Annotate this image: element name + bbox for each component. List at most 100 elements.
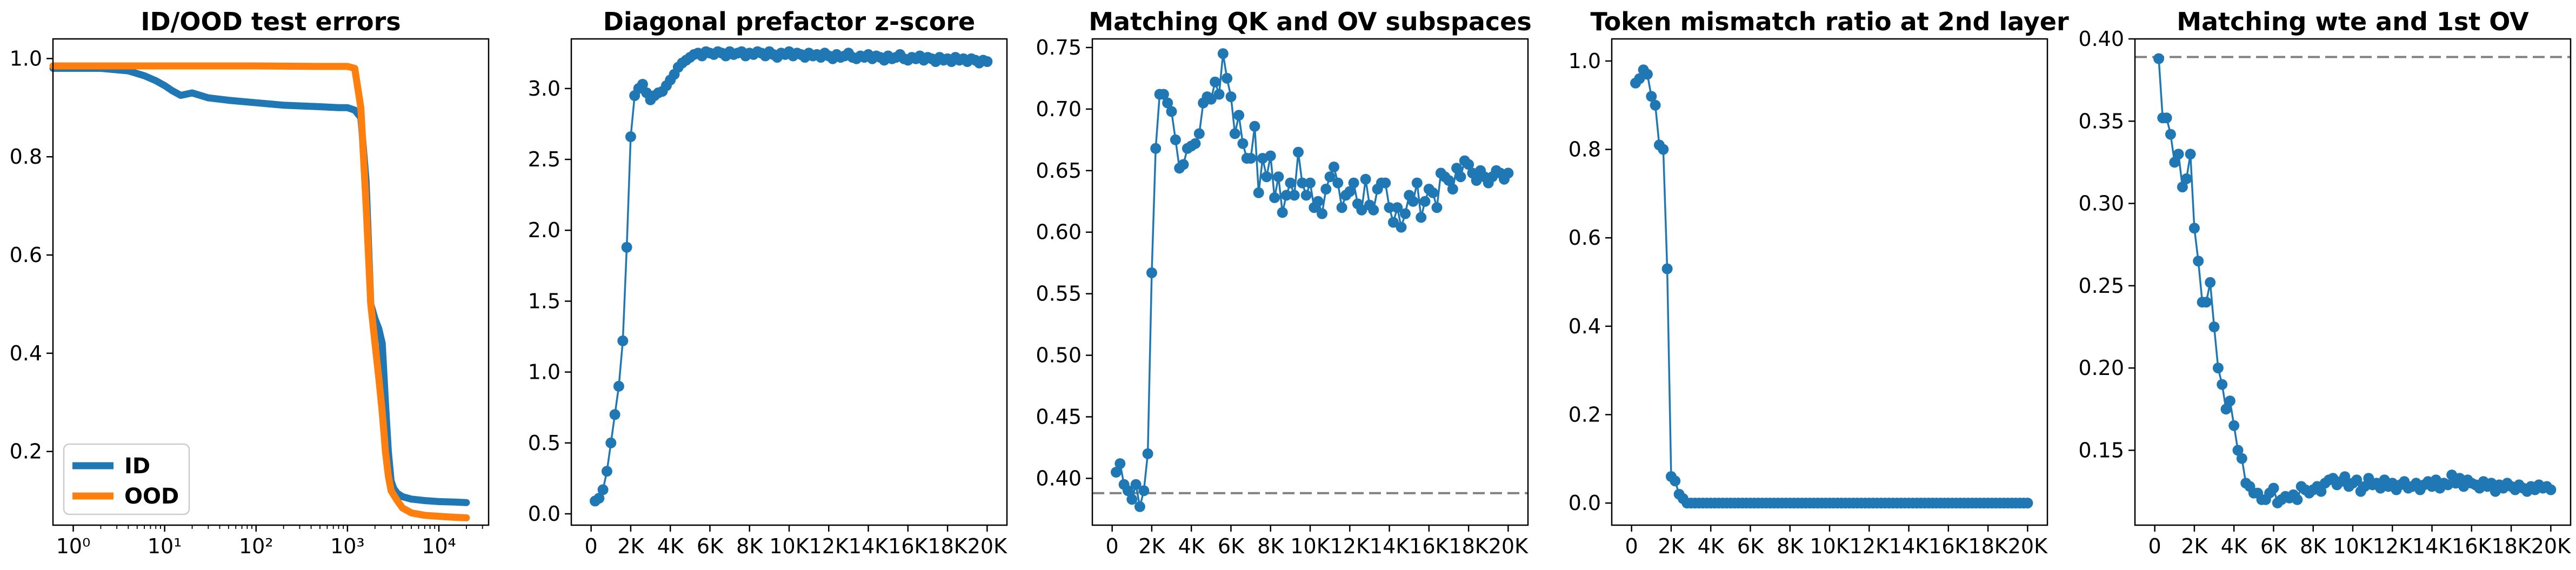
data-point	[1332, 177, 1344, 189]
data-point	[1411, 177, 1423, 189]
data-point	[1312, 196, 1324, 207]
series-line-id	[49, 65, 470, 506]
data-point	[609, 409, 620, 420]
x-tick-label: 10³	[330, 534, 365, 558]
y-tick-label: 1.0	[1569, 49, 1601, 73]
y-tick-label: 0.8	[10, 145, 42, 169]
data-point	[1416, 212, 1427, 223]
x-tick-label: 20K	[2531, 534, 2571, 558]
x-tick-label: 10K	[1290, 534, 1330, 558]
x-tick-label: 6K	[1218, 534, 1245, 558]
x-tick-label: 12K	[809, 534, 849, 558]
data-point	[1451, 163, 1463, 174]
data-point	[1178, 159, 1189, 170]
y-tick-label: 0.25	[2078, 274, 2124, 298]
x-tick-label: 20K	[967, 534, 1007, 558]
y-tick-label: 0.4	[10, 341, 42, 365]
data-point	[2165, 129, 2176, 140]
data-point	[2161, 112, 2172, 124]
data-point	[1384, 202, 1395, 213]
data-point	[1122, 485, 1133, 497]
data-point	[1360, 173, 1371, 185]
data-point	[1261, 171, 1272, 183]
plot-frame	[570, 38, 1008, 526]
data-point	[1661, 263, 1673, 274]
data-point	[1162, 97, 1173, 109]
data-point	[2185, 149, 2196, 160]
y-tick-label: 0.45	[1036, 405, 1082, 428]
data-point	[1670, 475, 1681, 487]
x-tick-label: 8K	[1257, 534, 1284, 558]
chart-title: Diagonal prefactor z-score	[603, 7, 976, 36]
data-point	[1205, 93, 1217, 105]
x-tick-label: 10²	[239, 534, 273, 558]
data-point	[597, 484, 609, 495]
data-point	[1138, 485, 1150, 497]
plot-frame	[2134, 38, 2572, 526]
x-tick-label: 14K	[1370, 534, 1410, 558]
data-point	[1210, 76, 1221, 88]
y-tick-label: 0.40	[1036, 466, 1082, 490]
data-point	[1297, 177, 1308, 189]
data-point	[1193, 128, 1205, 139]
x-tick-label: 2K	[1658, 534, 1685, 558]
data-point	[1463, 159, 1474, 170]
y-tick-label: 0.60	[1036, 220, 1082, 244]
x-tick-label: 16K	[1409, 534, 1449, 558]
x-tick-label: 4K	[2221, 534, 2248, 558]
data-point	[2188, 223, 2200, 234]
legend-label-ood: OOD	[124, 484, 179, 509]
data-point	[613, 380, 624, 392]
x-tick-label: 10K	[1810, 534, 1850, 558]
data-point	[1650, 99, 1661, 111]
y-tick-label: 0.30	[2078, 192, 2124, 216]
data-point	[1130, 479, 1142, 490]
x-tick-label: 2K	[617, 534, 644, 558]
x-tick-label: 10⁴	[422, 534, 456, 558]
chart-panel-4: Token mismatch ratio at 2nd layer 0 2K 4K 6K…	[1569, 7, 2069, 558]
x-tick-label: 0	[585, 534, 598, 558]
x-tick-label: 12K	[2373, 534, 2413, 558]
y-tick-label: 0.6	[1569, 226, 1601, 250]
data-point	[2228, 420, 2240, 431]
data-point	[1249, 120, 1260, 132]
data-point	[1443, 175, 1454, 186]
data-point	[2153, 53, 2164, 64]
data-point	[1115, 458, 1126, 470]
x-tick-label: 2K	[1138, 534, 1165, 558]
data-point	[1344, 186, 1356, 197]
x-tick-label: 10K	[769, 534, 809, 558]
data-point	[637, 79, 648, 90]
data-point	[2224, 395, 2235, 407]
data-point	[2173, 149, 2184, 160]
data-point	[1427, 187, 1439, 198]
plot-frame	[52, 38, 490, 526]
x-tick-label: 6K	[697, 534, 724, 558]
y-tick-label: 2.0	[528, 218, 560, 242]
chart-title: ID/OOD test errors	[141, 7, 401, 36]
x-tick-label: 6K	[2260, 534, 2287, 558]
data-point	[2022, 498, 2033, 509]
y-tick-label: 0.75	[1036, 36, 1082, 59]
x-tick-label: 20K	[1489, 534, 1529, 558]
data-point	[2200, 297, 2212, 308]
data-point	[1213, 89, 1225, 100]
data-point	[1399, 208, 1411, 219]
x-tick-label: 16K	[1928, 534, 1968, 558]
data-point	[1356, 204, 1367, 216]
x-tick-label: 16K	[888, 534, 928, 558]
y-tick-label: 0.2	[10, 440, 42, 464]
x-tick-label: 0	[1106, 534, 1119, 558]
data-point	[2268, 482, 2279, 494]
data-point	[2232, 445, 2244, 456]
data-point	[625, 131, 636, 142]
data-point	[1277, 207, 1288, 218]
plot-frame	[1091, 38, 1529, 526]
x-tick-label: 10⁰	[56, 534, 91, 558]
data-point	[1293, 146, 1304, 158]
data-point	[2205, 277, 2216, 288]
data-point	[1634, 73, 1645, 84]
y-tick-label: 0.40	[2078, 27, 2124, 51]
data-point	[1348, 177, 1359, 189]
